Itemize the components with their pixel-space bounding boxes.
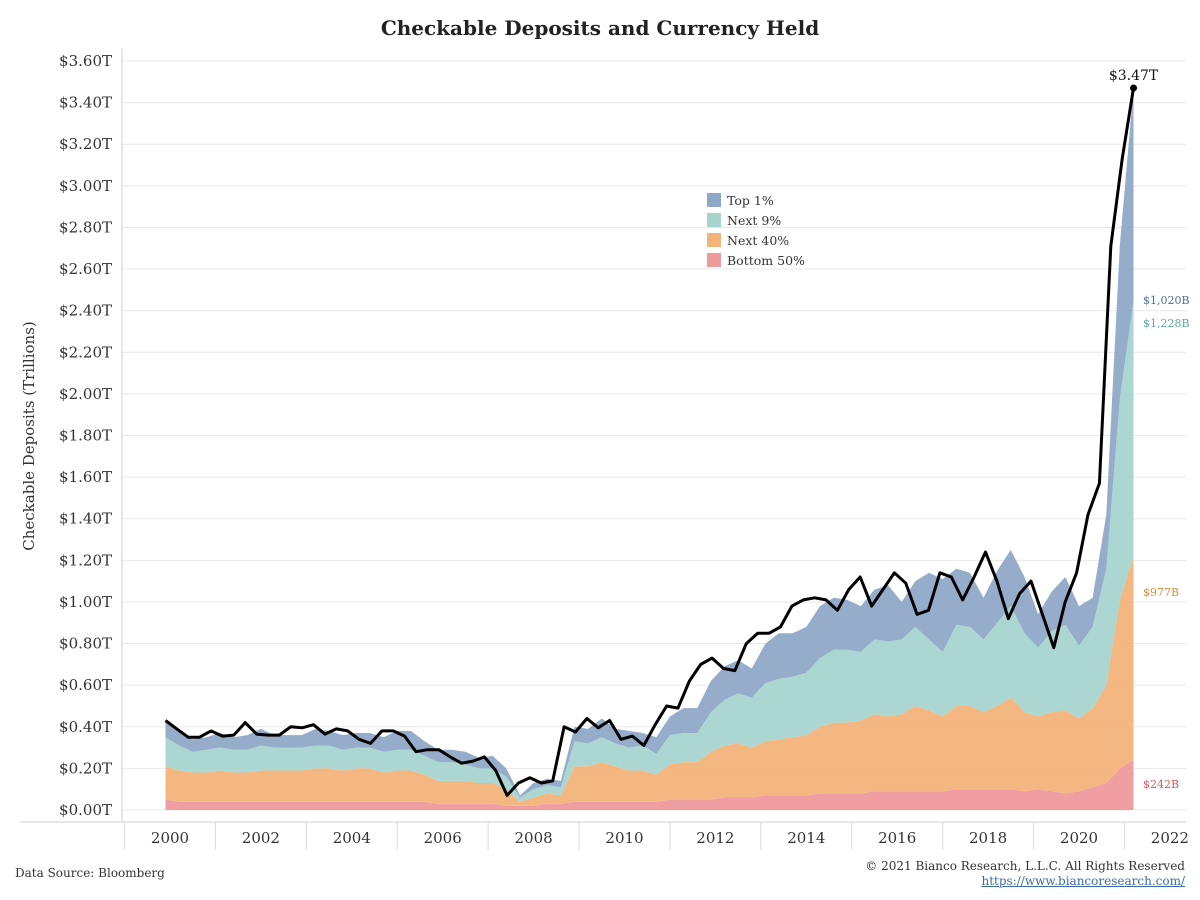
end-label: $1,228B xyxy=(1143,317,1190,330)
y-tick-label: $2.40T xyxy=(59,302,112,320)
end-label: $3.47T xyxy=(1109,68,1159,84)
y-tick-label: $0.80T xyxy=(59,635,112,653)
y-tick-label: $3.60T xyxy=(59,52,112,70)
legend-label-next9: Next 9% xyxy=(727,212,782,228)
copyright: © 2021 Bianco Research, L.L.C. All Right… xyxy=(865,859,1185,873)
x-tick-label: 2000 xyxy=(151,829,189,847)
end-label: $977B xyxy=(1143,586,1179,599)
y-tick-label: $2.80T xyxy=(59,218,112,236)
chart-title: Checkable Deposits and Currency Held xyxy=(380,16,820,40)
end-label: $1,020B xyxy=(1143,294,1190,307)
x-tick-label: 2014 xyxy=(787,829,825,847)
area-next-40- xyxy=(165,556,1134,806)
area-top-1- xyxy=(165,88,1134,798)
y-tick-label: $1.60T xyxy=(59,468,112,486)
legend-swatch-top1 xyxy=(707,193,721,207)
x-tick-label: 2006 xyxy=(424,829,462,847)
y-tick-label: $1.40T xyxy=(59,510,112,528)
legend-swatch-bottom50 xyxy=(707,253,721,267)
y-tick-label: $2.60T xyxy=(59,260,112,278)
x-tick-label: 2016 xyxy=(878,829,916,847)
total-line xyxy=(164,87,1135,797)
y-tick-label: $3.40T xyxy=(59,94,112,112)
y-tick-label: $3.20T xyxy=(59,135,112,153)
y-tick-label: $2.00T xyxy=(59,385,112,403)
area-bottom-50- xyxy=(165,759,1134,810)
x-tick-label: 2018 xyxy=(969,829,1007,847)
x-tick-label: 2022 xyxy=(1151,829,1189,847)
area-next-9- xyxy=(165,300,1134,802)
legend-item-next40[interactable]: Next 40% xyxy=(707,230,805,250)
x-tick-label: 2012 xyxy=(696,829,734,847)
total-endpoint xyxy=(1130,84,1138,92)
y-tick-label: $3.00T xyxy=(59,177,112,195)
legend-item-top1[interactable]: Top 1% xyxy=(707,190,805,210)
legend-item-bottom50[interactable]: Bottom 50% xyxy=(707,250,805,270)
y-tick-label: $1.80T xyxy=(59,427,112,445)
x-tick-label: 2002 xyxy=(242,829,280,847)
y-tick-label: $1.20T xyxy=(59,551,112,569)
legend-item-next9[interactable]: Next 9% xyxy=(707,210,805,230)
legend-swatch-next40 xyxy=(707,233,721,247)
y-tick-label: $2.20T xyxy=(59,343,112,361)
end-label: $242B xyxy=(1143,778,1179,791)
total-line-group xyxy=(164,84,1138,797)
x-tick-label: 2004 xyxy=(333,829,371,847)
legend-swatch-next9 xyxy=(707,213,721,227)
y-tick-label: $1.00T xyxy=(59,593,112,611)
footer-right: © 2021 Bianco Research, L.L.C. All Right… xyxy=(865,859,1185,889)
y-tick-label: $0.40T xyxy=(59,718,112,736)
area-series xyxy=(165,88,1134,810)
x-tick-label: 2008 xyxy=(515,829,553,847)
end-labels: $3.47T $1,020B $1,228B $977B $242B xyxy=(1109,68,1190,791)
legend-label-next40: Next 40% xyxy=(727,232,790,248)
legend: Top 1% Next 9% Next 40% Bottom 50% xyxy=(707,190,805,270)
y-tick-label: $0.20T xyxy=(59,759,112,777)
y-tick-label: $0.00T xyxy=(59,801,112,819)
legend-label-bottom50: Bottom 50% xyxy=(727,252,805,268)
y-axis-label: Checkable Deposits (Trillions) xyxy=(20,321,38,550)
legend-label-top1: Top 1% xyxy=(727,192,774,208)
x-tick-label: 2020 xyxy=(1060,829,1098,847)
axes: $0.00T $0.20T $0.40T $0.60T $0.80T $1.00T $1.2… xyxy=(20,48,1189,850)
website-link[interactable]: https://www.biancoresearch.com/ xyxy=(981,874,1185,888)
x-tick-label: 2010 xyxy=(605,829,643,847)
y-tick-label: $0.60T xyxy=(59,676,112,694)
data-source: Data Source: Bloomberg xyxy=(15,866,165,880)
